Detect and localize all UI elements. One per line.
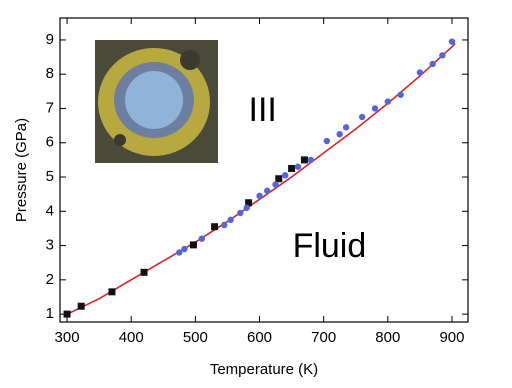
y-tick-label: 1 xyxy=(46,305,54,322)
data-point xyxy=(176,249,183,256)
x-tick-label: 600 xyxy=(247,329,272,346)
annotation: III xyxy=(249,91,277,129)
data-point xyxy=(358,113,366,121)
data-point xyxy=(281,172,289,179)
x-tick-label: 300 xyxy=(55,329,80,346)
x-tick-label: 400 xyxy=(119,329,144,346)
y-tick-label: 3 xyxy=(46,237,54,254)
data-point xyxy=(342,124,350,131)
y-tick-label: 9 xyxy=(46,31,54,48)
inset-photo xyxy=(95,40,218,163)
data-point xyxy=(384,98,392,105)
annotation: Fluid xyxy=(293,227,367,265)
data-point xyxy=(245,199,253,207)
data-point xyxy=(371,105,379,112)
data-point xyxy=(275,175,283,183)
y-tick-label: 7 xyxy=(46,99,54,116)
data-point xyxy=(448,38,456,45)
data-point xyxy=(237,209,244,217)
data-point xyxy=(198,235,205,242)
x-tick-label: 800 xyxy=(375,329,400,346)
plot-frame xyxy=(59,17,469,323)
data-point xyxy=(140,268,148,276)
data-point xyxy=(221,221,228,229)
data-point xyxy=(323,137,331,145)
x-tick-label: 900 xyxy=(439,329,464,346)
y-tick-label: 4 xyxy=(46,202,54,219)
data-point xyxy=(243,204,250,212)
data-point xyxy=(211,223,219,231)
data-point xyxy=(108,288,116,296)
data-point xyxy=(439,52,446,59)
x-tick-label: 700 xyxy=(311,329,336,346)
y-tick-label: 8 xyxy=(46,65,54,82)
data-point xyxy=(416,69,424,76)
data-point xyxy=(77,302,85,310)
data-point xyxy=(336,130,343,138)
fit-line xyxy=(63,42,456,317)
y-tick-label: 6 xyxy=(46,134,54,151)
data-point xyxy=(307,156,315,164)
data-point xyxy=(397,91,404,98)
data-point xyxy=(264,187,271,194)
data-point xyxy=(63,310,71,318)
data-point xyxy=(288,164,296,172)
x-axis-label: Temperature (K) xyxy=(210,361,318,378)
x-tick-label: 500 xyxy=(183,329,208,346)
data-point xyxy=(181,245,188,253)
y-axis-label: Pressure (GPa) xyxy=(13,118,30,222)
data-point xyxy=(300,156,308,164)
data-point xyxy=(429,60,436,68)
data-point xyxy=(294,163,302,170)
data-point xyxy=(227,216,234,224)
y-tick-label: 5 xyxy=(46,168,54,185)
data-point xyxy=(272,181,279,188)
data-point xyxy=(256,192,263,200)
y-tick-label: 2 xyxy=(46,271,54,288)
data-point xyxy=(189,241,197,249)
